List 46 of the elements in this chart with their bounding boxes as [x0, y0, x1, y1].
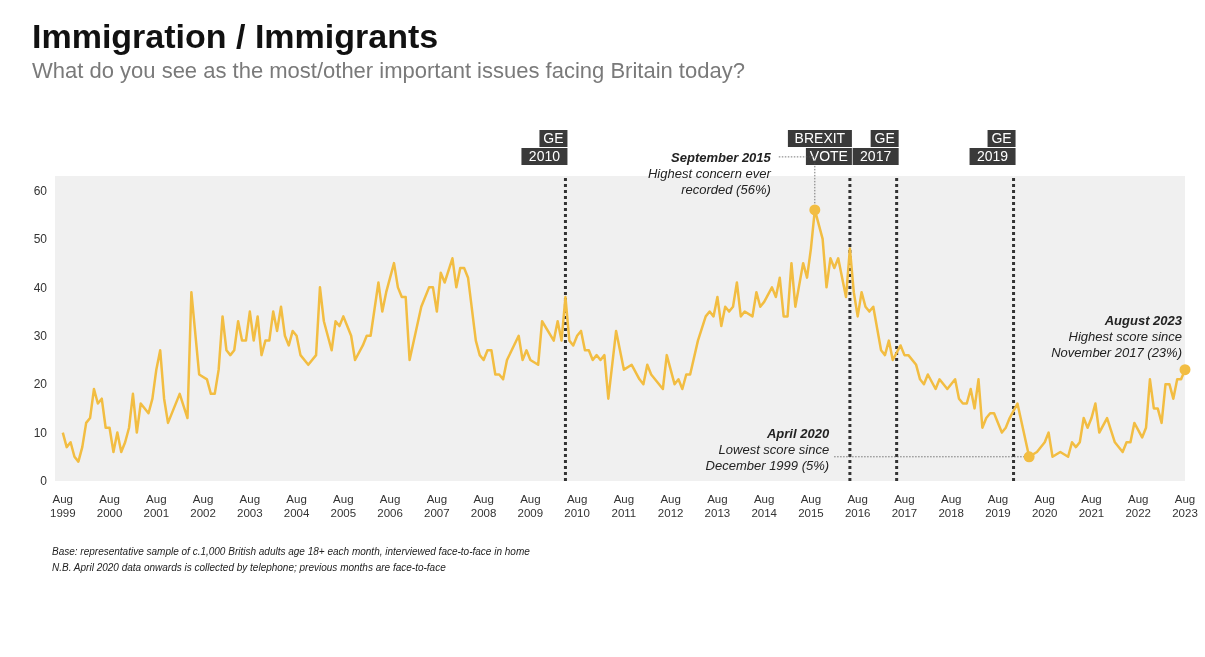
x-tick-label: Aug 2006	[377, 493, 403, 519]
x-tick-label: Aug 1999	[50, 493, 76, 519]
x-tick-label: Aug 2018	[938, 493, 964, 519]
x-tick-label: Aug 2010	[564, 493, 590, 519]
x-tick-label: Aug 2000	[96, 493, 123, 519]
x-tick-label: Aug 2021	[1078, 493, 1105, 519]
x-tick-label: Aug 2008	[470, 493, 497, 519]
text: Base: representative sample of c.1,000 British adults age 18+ each month, interviewed face-to-face in home	[52, 545, 531, 559]
annotation: September 2015 Highest concern ever recorded (56%)	[647, 149, 772, 197]
legend-label: GE 2017	[860, 130, 895, 164]
x-tick-label: Aug 2014	[751, 493, 778, 519]
y-tick-label: 50	[33, 232, 48, 247]
x-tick-label: Aug 2001	[143, 493, 170, 519]
ref-line-label: GE 2010	[528, 130, 564, 164]
ref-line-label: BREXIT VOTE	[794, 130, 848, 164]
text: N.B. April 2020 data onwards is collected by telephone; previous months are face-to-face	[52, 561, 447, 575]
y-tick-label: 30	[33, 329, 48, 344]
y-tick-label: 20	[33, 377, 48, 392]
x-tick-label: Aug 2019	[985, 493, 1011, 519]
x-tick-label: Aug 2020	[1031, 493, 1058, 519]
x-tick-label: Aug 2007	[424, 493, 450, 519]
x-tick-label: Aug 2022	[1125, 493, 1152, 519]
annotation: April 2020 Lowest score since December 1999 (5%)	[705, 425, 830, 473]
point	[1023, 451, 1035, 463]
ref-line-label: GE 2019	[976, 130, 1012, 164]
x-tick-label: Aug 2015	[798, 493, 824, 519]
y-tick-label: 40	[33, 280, 48, 295]
x-tick-label: Aug 2005	[330, 493, 357, 519]
x-tick-label: Aug 2004	[283, 493, 310, 519]
x-tick-label: Aug 2011	[611, 493, 637, 519]
x-tick-label: Aug 2012	[657, 493, 684, 519]
x-tick-label: Aug 2023	[1172, 493, 1198, 519]
x-tick-label: Aug 2013	[704, 493, 731, 519]
annotation: August 2023 Highest score since November 2017 (23%)	[1051, 312, 1183, 360]
x-tick-label: Aug 2002	[190, 493, 216, 519]
x-tick-label: Aug 2017	[891, 493, 918, 519]
chart-title: Immigration / Immigrants	[32, 16, 440, 56]
point	[809, 204, 821, 216]
y-tick-label: 60	[33, 183, 48, 198]
chart-subtitle: What do you see as the most/other important issues facing Britain today?	[32, 57, 746, 85]
x-tick-label: Aug 2003	[237, 493, 263, 519]
x-tick-label: Aug 2009	[517, 493, 544, 519]
y-tick-label: 0	[40, 474, 48, 489]
x-tick-label: Aug 2016	[844, 493, 871, 519]
y-tick-label: 10	[33, 425, 48, 440]
point	[1179, 364, 1191, 376]
